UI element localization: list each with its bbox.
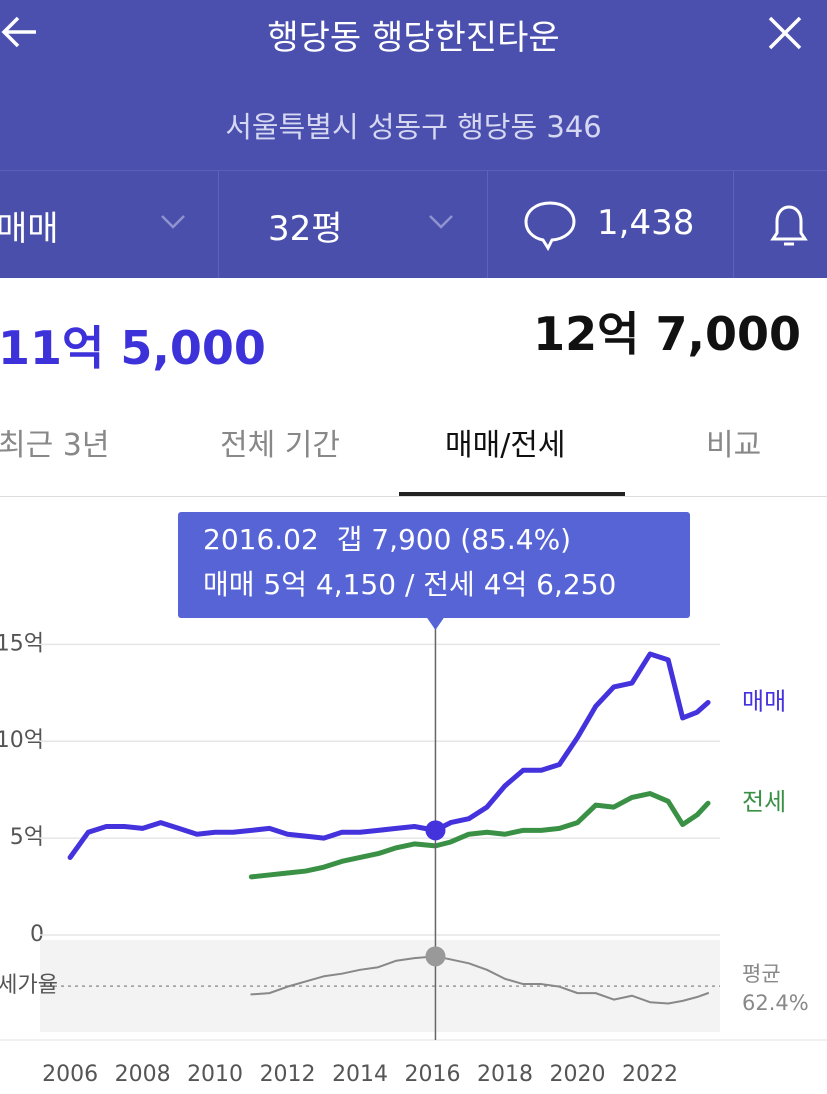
title: 행당동 행당한진타운: [267, 18, 560, 58]
tooltip-text: 2016.02 갭 7,900 (85.4%): [203, 523, 571, 556]
x-tick-label: 2008: [115, 1062, 171, 1087]
bell-icon[interactable]: [765, 201, 813, 251]
separator: [733, 171, 734, 278]
back-button[interactable]: [0, 12, 40, 52]
y-tick-label: 5억: [10, 825, 44, 850]
x-tick-label: 2012: [260, 1062, 316, 1087]
average-label: 62.4%: [742, 991, 809, 1015]
x-tick-label: 2014: [332, 1062, 388, 1087]
tooltip-box: [178, 512, 690, 618]
highlight-dot: [425, 820, 446, 841]
comment-icon[interactable]: [522, 199, 578, 251]
tooltip-text: 매매 5억 4,150 / 전세 4억 6,250: [203, 568, 616, 601]
trade-type[interactable]: 매매: [0, 209, 59, 249]
peak-price: 12억 7,000: [533, 307, 801, 361]
filter-bar: 매매 32평 1,438: [0, 170, 827, 278]
x-tick-label: 2010: [187, 1062, 243, 1087]
size[interactable]: 32평: [268, 209, 343, 249]
x-tick-label: 2016: [405, 1062, 461, 1087]
tab-divider: [0, 496, 827, 497]
y-tick-label: 15억: [0, 631, 44, 656]
ratio-label: 전세가율: [0, 973, 58, 998]
average-title: 평균: [742, 962, 781, 986]
current-price: 11억 5,000: [0, 321, 266, 375]
x-tick-label: 2006: [42, 1062, 98, 1087]
chevron: [429, 215, 453, 229]
y-tick-label: 0: [30, 922, 44, 947]
separator: [218, 171, 219, 278]
highlight-dot: [425, 946, 446, 967]
legend-label: 전세: [742, 788, 786, 816]
x-tick-label: 2018: [477, 1062, 533, 1087]
chevron: [161, 215, 185, 229]
tab[interactable]: 최근 3년: [0, 428, 110, 463]
series-line: [67, 651, 711, 860]
tab[interactable]: 전체 기간: [220, 428, 340, 463]
tooltip-pointer: [426, 617, 445, 630]
x-tick-label: 2022: [622, 1062, 678, 1087]
separator: [487, 171, 488, 278]
header: 행당동 행당한진타운 서울특별시 성동구 행당동 346: [0, 0, 827, 170]
series-line: [248, 791, 711, 880]
tab-underline: [399, 492, 625, 496]
comment-count: 1,438: [597, 203, 695, 243]
tab[interactable]: 비교: [706, 428, 762, 463]
tab[interactable]: 매매/전세: [445, 428, 566, 463]
ratio-panel: [40, 940, 720, 1032]
x-tick-label: 2020: [550, 1062, 606, 1087]
close-button[interactable]: [766, 14, 804, 52]
address: 서울특별시 성동구 행당동 346: [225, 110, 602, 144]
legend-label: 매매: [742, 687, 786, 715]
ratio-line: [250, 955, 710, 1005]
y-tick-label: 10억: [0, 728, 44, 753]
